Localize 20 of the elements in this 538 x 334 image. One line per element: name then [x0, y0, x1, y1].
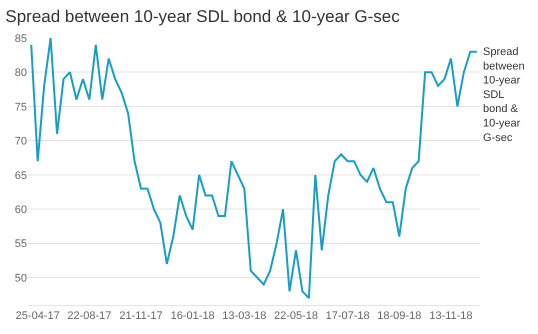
y-tick-label: 65 — [14, 170, 27, 182]
y-tick-label: 70 — [14, 136, 27, 148]
chart-title: Spread between 10-year SDL bond & 10-year G-sec — [5, 6, 400, 26]
x-tick-label: 13-11-18 — [429, 310, 473, 322]
series-label: Spread between 10-year SDL bond & 10-year G-sec — [483, 46, 525, 144]
x-tick-label: 21-11-17 — [119, 310, 163, 322]
x-tick-label: 17-07-18 — [326, 310, 370, 322]
x-tick-label: 22-08-17 — [67, 310, 112, 322]
line-series — [30, 38, 478, 300]
y-tick-label: 80 — [14, 67, 27, 80]
y-tick-label: 55 — [14, 238, 27, 250]
x-tick-label: 13-03-18 — [222, 310, 266, 322]
y-tick-label: 50 — [14, 272, 27, 284]
x-tick-label: 22-05-18 — [274, 310, 318, 322]
x-tick-label: 18-09-18 — [377, 310, 422, 322]
y-tick-label: 85 — [14, 32, 27, 45]
x-tick-label: 25-04-17 — [16, 310, 60, 322]
y-tick-label: 60 — [14, 204, 27, 216]
y-tick-label: 75 — [14, 101, 27, 114]
x-tick-label: 16-01-18 — [170, 310, 215, 322]
